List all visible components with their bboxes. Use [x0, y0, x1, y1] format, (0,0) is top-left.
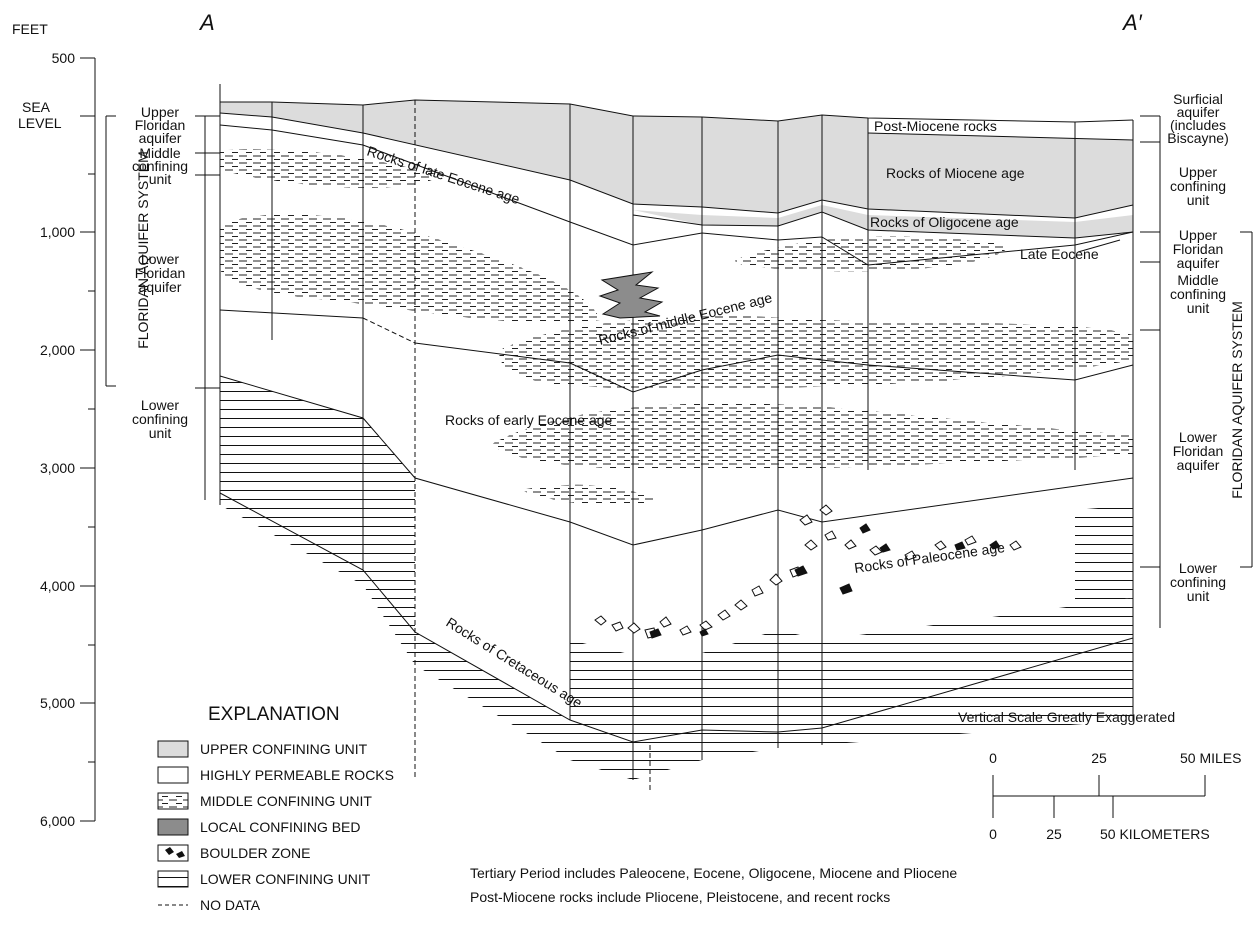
unit-label: (includes — [1170, 117, 1226, 133]
rock-label: Late Eocene — [1020, 246, 1099, 262]
scale-label: 25 — [1046, 826, 1062, 842]
swatch — [157, 818, 189, 836]
unit-label: unit — [1187, 588, 1210, 604]
legend-label: BOULDER ZONE — [200, 845, 310, 861]
axis-unit: FEET — [12, 21, 48, 37]
rock-label: Rocks of Miocene age — [886, 165, 1025, 181]
unit-label: Floridan — [135, 265, 186, 281]
depth-label: 6,000 — [40, 813, 75, 829]
legend-label: UPPER CONFINING UNIT — [200, 741, 368, 757]
sea-level: SEA — [22, 99, 51, 115]
depth-label: 500 — [52, 50, 76, 66]
unit-label: aquifer — [1177, 457, 1220, 473]
unit-label: unit — [149, 425, 172, 441]
unit-label: confining — [132, 411, 188, 427]
swatch — [157, 870, 189, 888]
explanation: EXPLANATION UPPER CONFINING UNIT HIGHLY … — [157, 704, 394, 913]
rock-label: Rocks of Paleocene age — [853, 539, 1006, 576]
left-system: FLORIDAN AQUIFER SYSTEM — [135, 151, 151, 349]
scale-bar: Vertical Scale Greatly Exaggerated 0 25 … — [958, 709, 1241, 842]
right-system: FLORIDAN AQUIFER SYSTEM — [1229, 301, 1245, 499]
unit-label: Surficial — [1173, 91, 1223, 107]
unit-label: Lower — [1179, 429, 1217, 445]
unit-label: Biscayne) — [1167, 130, 1228, 146]
sea-level: LEVEL — [18, 115, 62, 131]
unit-label: Upper — [141, 104, 179, 120]
scale-label: 0 — [989, 826, 997, 842]
depth-label: 1,000 — [40, 224, 75, 240]
boulder-zone — [594, 504, 1022, 639]
unit-label: unit — [1187, 192, 1210, 208]
middle-confining-zones — [220, 149, 1133, 506]
unit-label: Middle — [139, 145, 180, 161]
unit-label: Lower — [1179, 560, 1217, 576]
scale-label: 50 KILOMETERS — [1100, 826, 1210, 842]
section-start: A — [198, 10, 215, 35]
depth-label: 4,000 — [40, 578, 75, 594]
oligocene-shade — [633, 205, 1133, 238]
unit-label: Upper — [1179, 164, 1217, 180]
note: Post-Miocene rocks include Pliocene, Ple… — [470, 889, 890, 905]
swatch-mark — [165, 847, 185, 858]
unit-label: aquifer — [139, 279, 182, 295]
unit-label: aquifer — [139, 130, 182, 146]
scale-label: 50 MILES — [1180, 750, 1241, 766]
unit-label: Floridan — [135, 117, 186, 133]
scale-label: 0 — [989, 750, 997, 766]
depth-axis — [80, 57, 96, 822]
legend-label: LOWER CONFINING UNIT — [200, 871, 371, 887]
depth-label: 2,000 — [40, 342, 75, 358]
unit-label: confining — [1170, 574, 1226, 590]
legend-label: HIGHLY PERMEABLE ROCKS — [200, 767, 394, 783]
explanation-title: EXPLANATION — [208, 704, 340, 725]
unit-label: Floridan — [1173, 241, 1224, 257]
rock-label: Post-Miocene rocks — [874, 118, 997, 134]
note: Tertiary Period includes Paleocene, Eoce… — [470, 865, 957, 881]
legend-label: LOCAL CONFINING BED — [200, 819, 361, 835]
legend-label: MIDDLE CONFINING UNIT — [200, 793, 372, 809]
leader-line — [1077, 239, 1121, 253]
scale-note: Vertical Scale Greatly Exaggerated — [958, 709, 1175, 725]
unit-label: Upper — [1179, 227, 1217, 243]
unit-label: aquifer — [1177, 255, 1220, 271]
unit-label: Lower — [141, 397, 179, 413]
right-units: Surficial aquifer (includes Biscayne) Up… — [1167, 91, 1228, 604]
depth-label: 3,000 — [40, 460, 75, 476]
unit-label: unit — [1187, 300, 1210, 316]
depth-ticks: 500 1,000 2,000 3,000 4,000 5,000 6,000 — [40, 50, 75, 829]
unit-label: confining — [132, 158, 188, 174]
boundaries — [219, 84, 1134, 790]
left-units: Upper Floridan aquifer Middle confining … — [132, 104, 188, 441]
unit-label: unit — [149, 171, 172, 187]
swatch — [157, 792, 189, 810]
rock-label: Rocks of early Eocene age — [445, 412, 613, 428]
scale-label: 25 — [1091, 750, 1107, 766]
unit-label: Middle — [1177, 272, 1218, 288]
depth-label: 5,000 — [40, 695, 75, 711]
unit-label: Floridan — [1173, 443, 1224, 459]
local-confining-bed — [598, 271, 664, 319]
unit-label: confining — [1170, 178, 1226, 194]
legend-label: NO DATA — [200, 897, 261, 913]
unit-label: aquifer — [1177, 104, 1220, 120]
rock-label: Rocks of Oligocene age — [870, 214, 1019, 230]
unit-label: confining — [1170, 286, 1226, 302]
right-bracket — [1140, 115, 1253, 628]
swatch — [157, 766, 189, 784]
section-end: A′ — [1121, 10, 1143, 35]
unit-label: Lower — [141, 251, 179, 267]
left-bracket — [105, 115, 220, 500]
swatch — [157, 740, 189, 758]
swatch — [157, 844, 189, 862]
